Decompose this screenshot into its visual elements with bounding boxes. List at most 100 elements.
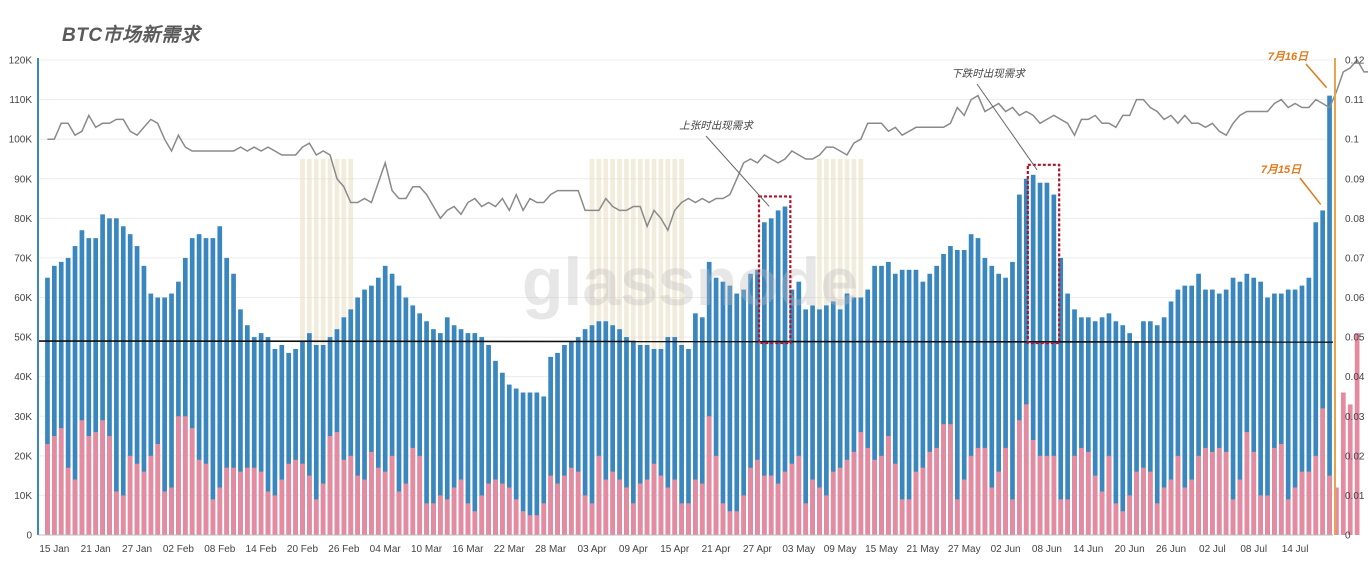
bar-pink xyxy=(1258,495,1263,535)
bar-pink xyxy=(45,443,50,535)
bar-pink xyxy=(934,447,939,535)
bar-pink xyxy=(858,432,864,535)
bar-pink xyxy=(114,491,119,535)
bar-pink xyxy=(472,511,478,535)
bar-blue xyxy=(93,238,99,535)
bar-blue xyxy=(989,265,995,535)
bar-pink xyxy=(961,479,967,535)
bar-blue xyxy=(1230,277,1236,535)
bar-blue xyxy=(334,329,340,535)
bar-blue xyxy=(872,265,877,535)
bar-blue xyxy=(134,246,140,535)
bar-pink xyxy=(1237,479,1243,535)
bar-pink xyxy=(1134,471,1139,535)
bar-pink xyxy=(224,467,230,535)
bar-blue xyxy=(679,345,684,535)
highlight-box xyxy=(1026,163,1061,345)
bar-blue xyxy=(348,309,354,535)
bar-blue xyxy=(176,281,181,535)
bar-blue xyxy=(637,345,643,535)
bar-blue xyxy=(1216,293,1222,535)
bar-blue xyxy=(279,345,285,535)
bar-pink xyxy=(417,455,423,535)
bar-pink xyxy=(830,471,836,535)
bar-pink xyxy=(927,451,933,535)
bar-blue xyxy=(148,293,154,535)
bar-blue xyxy=(1147,321,1153,535)
bar-pink xyxy=(1182,487,1188,535)
bar-pink xyxy=(975,447,981,535)
bar-blue xyxy=(865,289,871,535)
bar-pink xyxy=(775,483,781,535)
x-tick-label: 09 Apr xyxy=(619,544,649,555)
annotation-text: 7月16日 xyxy=(1268,51,1309,63)
bar-blue xyxy=(417,313,423,535)
bar-blue xyxy=(341,317,347,535)
y-left-tick-label: 50K xyxy=(14,333,32,344)
bar-blue xyxy=(169,293,174,535)
bar-blue xyxy=(1030,174,1036,535)
bar-blue xyxy=(741,289,746,535)
bar-pink xyxy=(396,491,402,535)
bar-pink xyxy=(217,487,223,535)
bar-blue xyxy=(196,234,202,535)
bar-blue xyxy=(107,218,112,536)
x-tick-label: 21 May xyxy=(906,544,939,555)
bar-blue xyxy=(899,269,905,535)
bar-blue xyxy=(369,285,374,535)
y-right-tick-label: 0.09 xyxy=(1345,174,1365,185)
bar-pink xyxy=(307,475,312,535)
price-line xyxy=(47,58,1368,232)
bar-pink xyxy=(610,471,616,535)
bar-blue xyxy=(500,372,505,535)
bar-pink xyxy=(189,428,195,535)
bar-pink xyxy=(1017,420,1022,535)
bar-pink xyxy=(1079,447,1084,535)
bar-blue xyxy=(375,277,381,535)
bar-blue xyxy=(1237,281,1243,535)
bar-blue xyxy=(1092,321,1098,535)
bar-pink xyxy=(644,479,650,535)
y-left-tick-label: 10K xyxy=(14,491,32,502)
bar-pink xyxy=(93,432,99,535)
bar-blue xyxy=(1072,309,1077,535)
x-tick-label: 15 Jan xyxy=(39,544,69,555)
bar-blue xyxy=(748,273,753,535)
bar-pink xyxy=(458,479,464,535)
bar-pink xyxy=(989,487,995,535)
bar-blue xyxy=(803,309,809,535)
y-left-tick-label: 30K xyxy=(14,412,32,423)
bar-pink xyxy=(555,483,560,535)
bar-blue xyxy=(58,261,64,535)
bar-blue xyxy=(796,281,802,535)
bar-blue xyxy=(1299,285,1305,535)
bar-blue xyxy=(431,329,436,535)
bar-pink xyxy=(968,455,974,535)
bar-blue xyxy=(920,281,926,535)
bar-pink xyxy=(575,471,581,535)
bar-blue xyxy=(892,273,898,535)
x-tick-label: 14 Feb xyxy=(246,544,278,555)
bar-pink xyxy=(527,515,533,535)
bar-pink xyxy=(1175,455,1181,535)
bar-blue xyxy=(879,265,884,535)
bar-pink xyxy=(444,499,450,535)
bar-pink xyxy=(148,455,154,535)
bar-pink xyxy=(651,463,657,535)
bar-pink xyxy=(699,483,705,535)
bar-pink xyxy=(1299,471,1305,535)
bar-pink xyxy=(913,471,919,535)
bar-pink xyxy=(162,491,167,535)
bar-blue xyxy=(465,333,471,535)
bar-pink xyxy=(86,436,92,535)
bar-blue xyxy=(424,321,429,535)
bar-pink xyxy=(334,432,340,535)
bar-pink xyxy=(954,499,960,535)
bar-blue xyxy=(844,293,850,535)
bar-blue xyxy=(286,352,292,535)
bar-pink xyxy=(824,495,829,535)
bar-blue xyxy=(1127,333,1132,535)
bar-blue xyxy=(665,337,671,535)
bar-blue xyxy=(45,277,50,535)
bar-pink xyxy=(465,503,471,535)
